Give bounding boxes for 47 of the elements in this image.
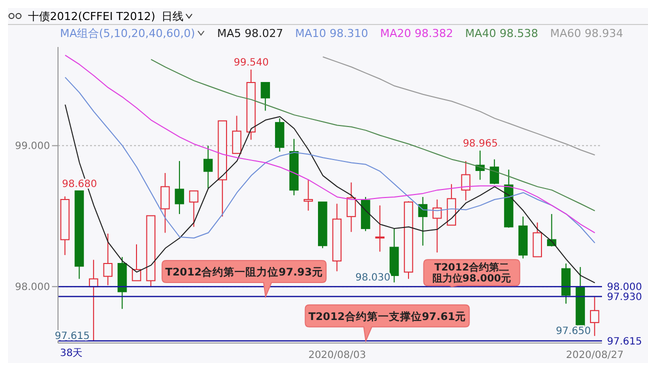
- candlestick: [232, 115, 242, 154]
- annotation: 98.030: [355, 272, 390, 284]
- ref-line-label: 98.000: [607, 282, 642, 294]
- text: MA10 98.310: [295, 26, 368, 40]
- x-tick-label: 2020/08/27: [566, 350, 624, 362]
- x-tick-label: 2020/08/03: [308, 350, 366, 362]
- annotation: 97.650: [556, 326, 591, 337]
- candlestick: [346, 182, 356, 232]
- speech-bubble: T2012合约第二阻力位98.000元: [423, 259, 520, 288]
- annotation: T2012合约第一阻力位97.93元: [165, 265, 323, 278]
- chart-title: 十债2012(CFFEI T2012): [28, 8, 156, 24]
- annotation: T2012合约第二阻力位98.000元: [432, 262, 512, 285]
- text: MA20 98.382: [380, 26, 454, 40]
- text: MA5 98.027: [217, 26, 284, 40]
- annotation: 97.615: [54, 330, 90, 342]
- candlestick: [432, 199, 442, 254]
- candlestick: [375, 204, 385, 252]
- line-series: [322, 56, 596, 156]
- line-series: [64, 104, 596, 284]
- text: 38天: [60, 348, 83, 359]
- chart-subtitle: 日线: [161, 8, 184, 24]
- annotation: 98.965: [462, 138, 498, 150]
- line-series: [64, 76, 596, 244]
- candlestick: [189, 190, 198, 228]
- legend-title: MA组合(5,10,20,40,60,0): [60, 26, 196, 40]
- candlestick: [160, 172, 170, 234]
- text: MA60 98.934: [550, 26, 624, 40]
- annotation: T2012合约第一支撑位97.61元: [308, 310, 466, 323]
- ref-line-label: 97.930: [607, 292, 642, 304]
- ref-line-label: 97.615: [607, 336, 642, 348]
- y-tick-label: 99.000: [15, 141, 50, 152]
- candlestick: [304, 179, 313, 212]
- line-series: [150, 58, 596, 212]
- candlestick: [590, 296, 600, 336]
- candlestick: [547, 214, 556, 247]
- candlestick: [418, 196, 428, 246]
- candlestick: [203, 145, 213, 189]
- speech-bubble: T2012合约第一支撑位97.61元: [304, 304, 470, 342]
- candlestick: [174, 160, 184, 215]
- candlestick: [461, 160, 470, 201]
- candlestick: [532, 222, 542, 258]
- candlestick: [260, 82, 270, 112]
- annotation: 99.540: [234, 58, 269, 69]
- speech-bubble: T2012合约第一阻力位97.93元: [162, 260, 327, 297]
- candlestick: [103, 233, 113, 286]
- line-series: [64, 54, 596, 234]
- text: MA40 98.538: [465, 26, 538, 40]
